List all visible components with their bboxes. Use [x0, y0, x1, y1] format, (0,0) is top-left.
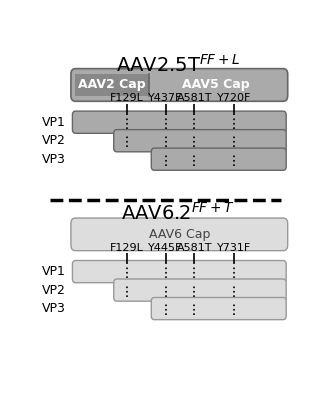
Text: VP3: VP3 — [42, 302, 65, 315]
Text: AAV6.2$^{FF+T}$: AAV6.2$^{FF+T}$ — [121, 202, 235, 224]
Text: Y720F: Y720F — [217, 94, 252, 104]
Text: Y731F: Y731F — [217, 243, 252, 253]
FancyBboxPatch shape — [72, 111, 286, 133]
Text: AAV2.5T$^{FF+L}$: AAV2.5T$^{FF+L}$ — [116, 54, 240, 76]
FancyBboxPatch shape — [71, 69, 288, 101]
FancyBboxPatch shape — [151, 148, 286, 170]
Text: Y437F: Y437F — [148, 94, 183, 104]
Text: VP1: VP1 — [42, 116, 65, 129]
FancyBboxPatch shape — [72, 260, 286, 283]
Text: A581T: A581T — [177, 94, 212, 104]
Text: A581T: A581T — [177, 243, 212, 253]
Text: F129L: F129L — [110, 94, 144, 104]
Text: AAV6 Cap: AAV6 Cap — [149, 228, 210, 241]
Text: VP2: VP2 — [42, 284, 65, 296]
Text: AAV5 Cap: AAV5 Cap — [182, 78, 250, 92]
FancyBboxPatch shape — [71, 218, 288, 251]
FancyBboxPatch shape — [151, 298, 286, 320]
FancyBboxPatch shape — [114, 279, 286, 301]
Text: VP3: VP3 — [42, 153, 65, 166]
FancyBboxPatch shape — [114, 130, 286, 152]
Bar — [76, 74, 149, 96]
Text: AAV2 Cap: AAV2 Cap — [78, 78, 146, 92]
Text: Y445F: Y445F — [148, 243, 183, 253]
Text: VP1: VP1 — [42, 265, 65, 278]
Text: VP2: VP2 — [42, 134, 65, 147]
Text: F129L: F129L — [110, 243, 144, 253]
